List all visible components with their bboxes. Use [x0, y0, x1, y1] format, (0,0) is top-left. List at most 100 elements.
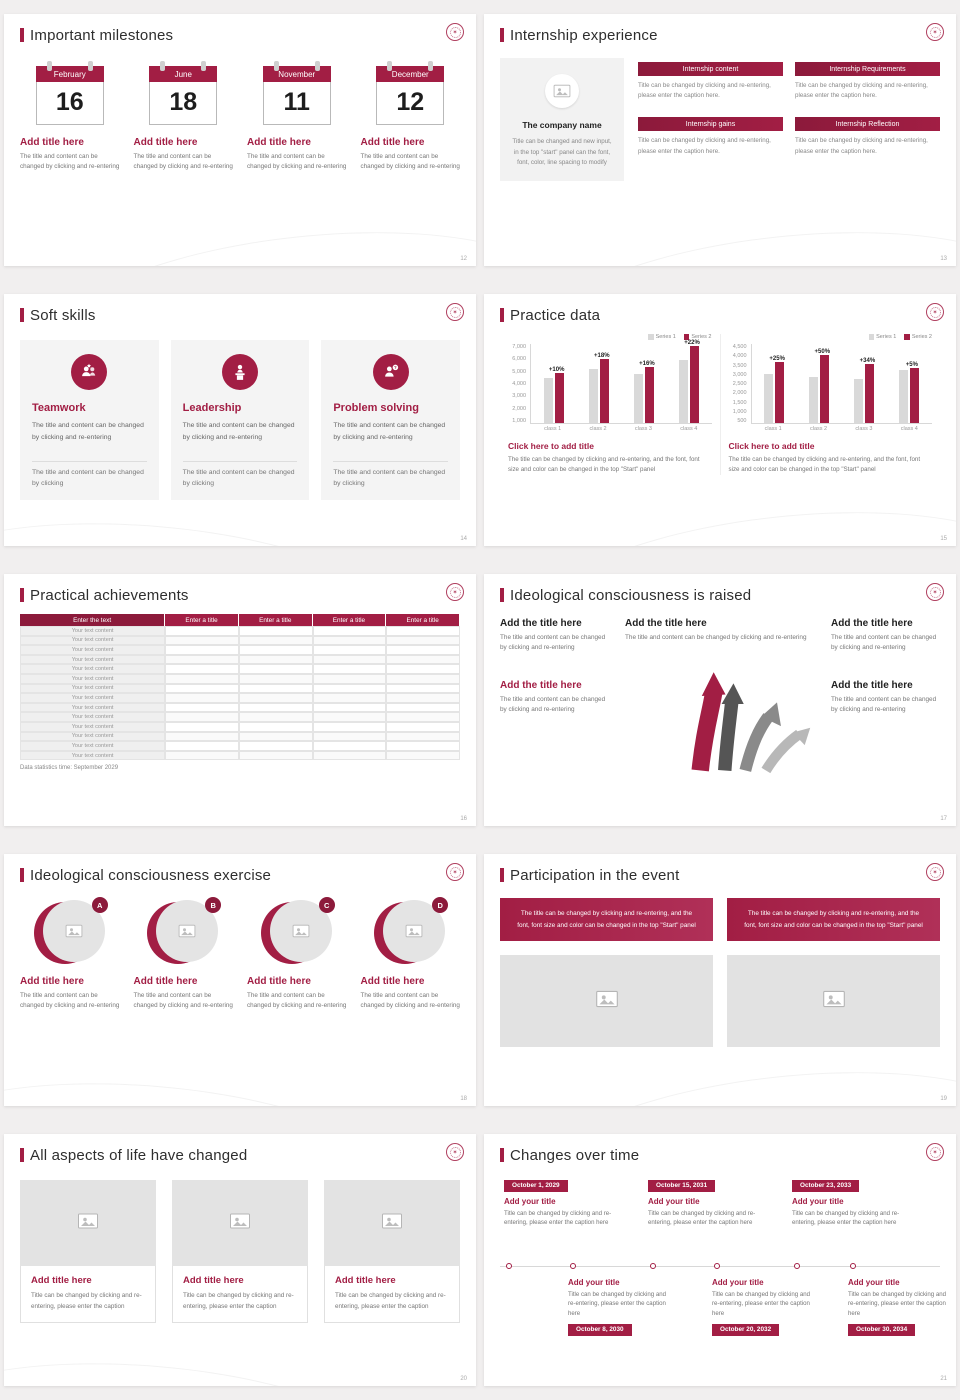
- title-block: Add the title here The title and content…: [831, 680, 940, 780]
- timeline-title: Add your title: [848, 1278, 900, 1287]
- calendar-icon: December 12: [376, 61, 445, 125]
- image-placeholder-circle[interactable]: C: [260, 897, 335, 966]
- skill-title: Leadership: [182, 402, 242, 414]
- internship-box: Internship Requirements Title can be cha…: [795, 62, 940, 101]
- card-caption: Title can be changed by clicking and re-…: [31, 1292, 142, 1310]
- slide-practical-achievements[interactable]: Practical achievements Enter the textEnt…: [4, 574, 476, 826]
- skill-body: The title and content can be changed by …: [333, 422, 446, 441]
- problem-solving-icon: ?: [372, 354, 409, 390]
- merging-arrows-graphic: [625, 658, 815, 780]
- image-placeholder[interactable]: [500, 955, 713, 1048]
- title-accent-bar: [20, 308, 24, 322]
- slide-ideological-raised[interactable]: Ideological consciousness is raised Add …: [484, 574, 956, 826]
- page-number: 20: [460, 1376, 467, 1382]
- school-seal-logo: [446, 1143, 464, 1161]
- image-placeholder[interactable]: [172, 1180, 308, 1266]
- slide-header: Important milestones: [20, 26, 460, 44]
- image-placeholder-circle[interactable]: A: [33, 897, 108, 966]
- slide-important-milestones[interactable]: Important milestones February 16 Add tit…: [4, 14, 476, 266]
- skill-title: Problem solving: [333, 402, 419, 414]
- skill-body: The title and content can be changed by …: [32, 422, 144, 441]
- slide-header: All aspects of life have changed: [20, 1146, 460, 1164]
- exercise-caption: The title and content can be changed by …: [20, 992, 120, 1010]
- company-name: The company name: [522, 120, 602, 130]
- image-placeholder[interactable]: [727, 955, 940, 1048]
- block-title: Add the title here: [831, 618, 913, 629]
- add-title-link[interactable]: Click here to add title: [728, 441, 815, 451]
- bar-chart: Series 1 Series 2 4,500 4,000 3,500 3,000 2,50…: [732, 334, 932, 432]
- exercise-title: Add title here: [360, 976, 425, 987]
- slide-header: Practical achievements: [20, 586, 460, 604]
- title-accent-bar: [20, 28, 24, 42]
- timeline-title: Add your title: [648, 1197, 700, 1206]
- timeline: October 1, 2029 Add your title Title can…: [500, 1174, 946, 1366]
- milestones-row: February 16 Add title here The title and…: [20, 60, 460, 172]
- calendar-day: 18: [149, 82, 218, 125]
- block-caption: The title and content can be changed by …: [500, 695, 606, 713]
- timeline-caption: Title can be changed by clicking and re-…: [648, 1210, 756, 1227]
- slide-soft-skills[interactable]: Soft skills Teamwork The title and conte…: [4, 294, 476, 546]
- card-caption: Title can be changed by clicking and re-…: [335, 1292, 446, 1310]
- exercise-item: C Add title here The title and content c…: [247, 897, 347, 1011]
- title-accent-bar: [500, 588, 504, 602]
- timeline-dot: [506, 1263, 512, 1269]
- add-title-link[interactable]: Click here to add title: [508, 441, 594, 451]
- timeline-item: Add your title Title can be changed by c…: [848, 1278, 948, 1336]
- skill-card: Leadership The title and content can be …: [170, 340, 310, 500]
- internship-box: Internship Reflection Title can be chang…: [795, 117, 940, 156]
- slide-ideological-exercise[interactable]: Ideological consciousness exercise A Add…: [4, 854, 476, 1106]
- data-table: Enter the text Enter a title Enter a title…: [20, 614, 460, 761]
- calendar-icon: June 18: [149, 61, 218, 125]
- timeline-line: [500, 1266, 940, 1267]
- event-text-panel: The title can be changed by clicking and…: [500, 898, 713, 942]
- image-placeholder[interactable]: [324, 1180, 460, 1266]
- milestone-caption: The title and content can be changed by …: [247, 153, 347, 170]
- timeline-date-badge: October 8, 2030: [568, 1323, 632, 1336]
- slide-participation-event[interactable]: Participation in the event The title can…: [484, 854, 956, 1106]
- exercise-title: Add title here: [133, 976, 198, 987]
- chart-panel: Series 1 Series 2 7,000 6,000 5,000 4,000 3,00…: [500, 334, 720, 475]
- title-block: Add the title here The title and content…: [831, 618, 940, 654]
- slide-title: Ideological consciousness is raised: [510, 586, 752, 604]
- title-accent-bar: [500, 868, 504, 882]
- school-seal-logo: [926, 303, 944, 321]
- image-placeholder-circle[interactable]: B: [147, 897, 222, 966]
- slide-life-changed[interactable]: All aspects of life have changed Add tit…: [4, 1134, 476, 1386]
- image-placeholder-icon: [594, 986, 620, 1017]
- life-card: Add title here Title can be changed by c…: [20, 1180, 156, 1324]
- calendar-icon: February 16: [35, 61, 104, 125]
- slide-header: Internship experience: [500, 26, 940, 44]
- timeline-title: Add your title: [712, 1278, 764, 1287]
- chart-caption: The title can be changed by clicking and…: [508, 456, 700, 474]
- page-number: 18: [460, 1096, 467, 1102]
- school-seal-logo: [446, 23, 464, 41]
- school-seal-logo: [446, 863, 464, 881]
- title-accent-bar: [20, 868, 24, 882]
- timeline-date-badge: October 23, 2033: [792, 1179, 860, 1192]
- internship-box-header: Internship Reflection: [795, 117, 940, 132]
- image-placeholder-icon: [228, 1209, 252, 1238]
- milestone-item: June 18 Add title here The title and con…: [134, 60, 234, 172]
- milestone-title: Add title here: [247, 137, 311, 148]
- internship-box-header: Internship content: [638, 62, 783, 76]
- slide-internship-experience[interactable]: Internship experience The company name T…: [484, 14, 956, 266]
- image-placeholder-circle[interactable]: D: [374, 897, 449, 966]
- timeline-item: October 15, 2031 Add your title Title ca…: [648, 1174, 764, 1228]
- calendar-day: 16: [35, 82, 104, 125]
- slide-changes-over-time[interactable]: Changes over time October 1, 2029 Add yo…: [484, 1134, 956, 1386]
- block-title: Add the title here: [500, 618, 582, 629]
- block-caption: The title and content can be changed by …: [831, 695, 937, 713]
- school-seal-logo: [926, 1143, 944, 1161]
- page-number: 17: [940, 816, 947, 822]
- skill-card: Teamwork The title and content can be ch…: [20, 340, 159, 500]
- chart-caption: The title can be changed by clicking and…: [728, 456, 921, 474]
- event-text-panel: The title can be changed by clicking and…: [727, 898, 940, 942]
- image-placeholder[interactable]: [20, 1180, 156, 1266]
- title-block: Add the title here The title and content…: [500, 680, 609, 780]
- slide-header: Soft skills: [20, 306, 460, 324]
- exercise-caption: The title and content can be changed by …: [247, 992, 347, 1010]
- milestone-item: November 11 Add title here The title and…: [247, 60, 347, 172]
- image-placeholder-icon[interactable]: [545, 74, 579, 108]
